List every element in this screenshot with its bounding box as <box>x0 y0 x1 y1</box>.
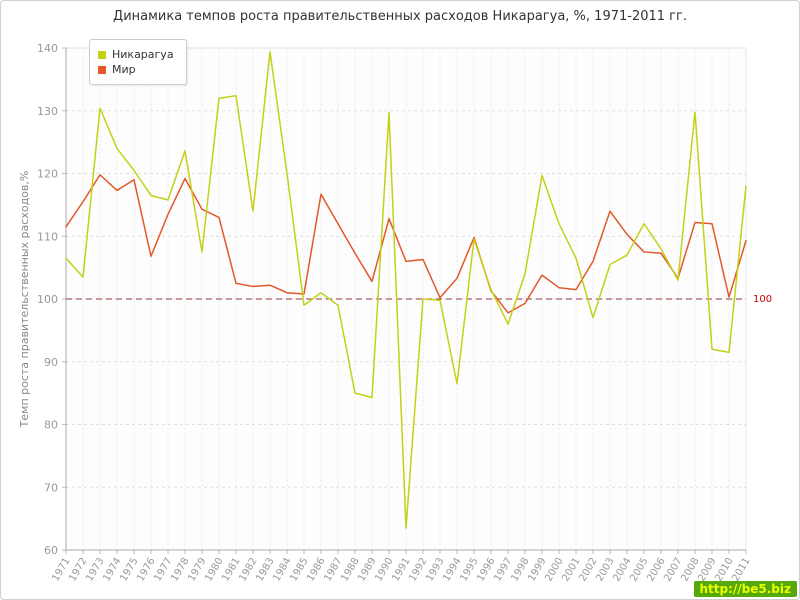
y-tick-label: 90 <box>44 356 58 369</box>
y-tick-label: 80 <box>44 419 58 432</box>
series-line-world <box>65 174 747 314</box>
legend-label-world: Мир <box>112 63 136 76</box>
y-tick-label: 130 <box>37 105 58 118</box>
legend-label-nicaragua: Никарагуа <box>112 48 174 61</box>
legend-swatch-world <box>98 65 106 74</box>
legend-item-nicaragua[interactable]: Никарагуа <box>98 48 174 61</box>
legend-item-world[interactable]: Мир <box>98 63 174 76</box>
watermark-link[interactable]: http://be5.biz <box>693 581 797 597</box>
series-line-nicaragua <box>65 51 747 529</box>
y-tick-label: 100 <box>37 293 58 306</box>
y-tick-label: 140 <box>37 42 58 55</box>
y-axis-label: Темп роста правительственных расходов,% <box>18 171 31 429</box>
chart-title: Динамика темпов роста правительственных … <box>113 9 687 24</box>
y-tick-label: 120 <box>37 168 58 181</box>
y-tick-label: 60 <box>44 544 58 557</box>
reference-line-label: 100 <box>753 294 772 305</box>
x-tick-label: 2011 <box>730 556 752 584</box>
y-tick-label: 110 <box>37 230 58 243</box>
legend-swatch-nicaragua <box>98 50 106 59</box>
legend: Никарагуа Мир <box>89 39 187 85</box>
y-tick-label: 70 <box>44 481 58 494</box>
